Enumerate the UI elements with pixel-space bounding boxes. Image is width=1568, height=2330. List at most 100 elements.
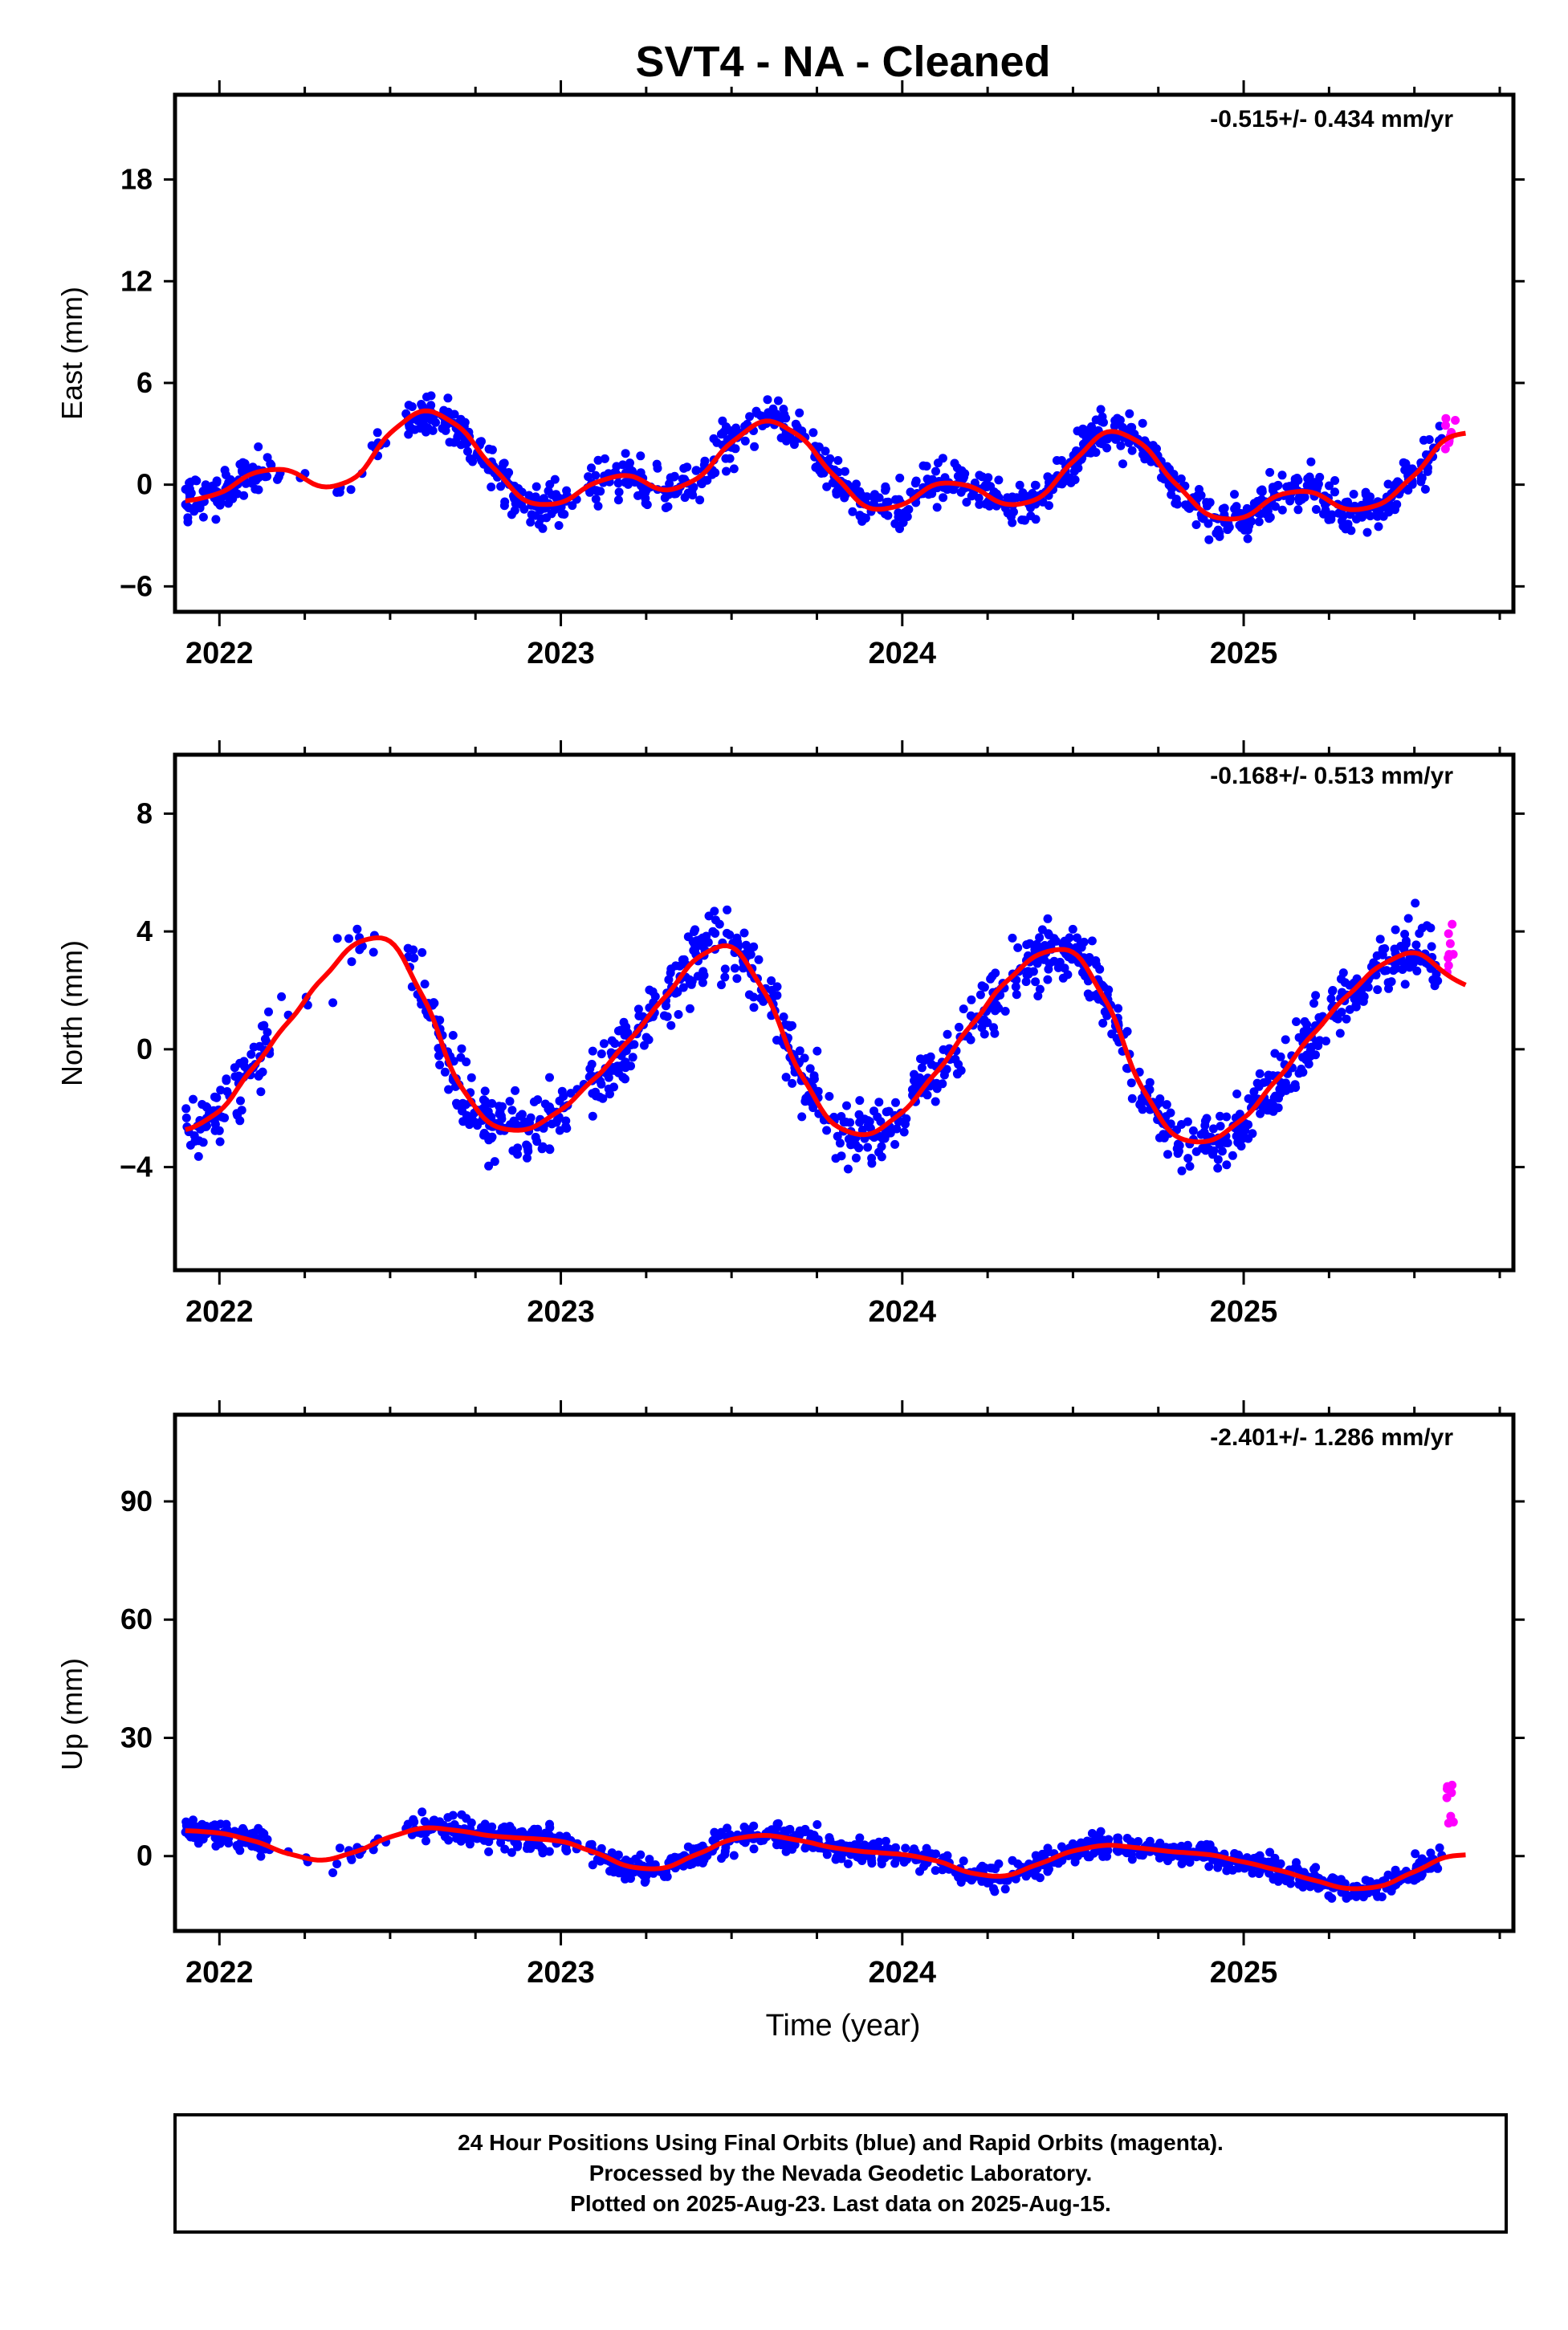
east-point — [795, 408, 804, 418]
north-point — [1281, 1035, 1290, 1045]
north-point — [1163, 1150, 1172, 1159]
north-point — [1422, 921, 1432, 931]
east-point — [1070, 475, 1080, 484]
north-point — [509, 1116, 519, 1126]
north-point — [926, 1052, 935, 1061]
north-point — [639, 1041, 649, 1050]
north-point — [1025, 939, 1035, 948]
up-point — [555, 1831, 564, 1841]
east-y-tick-label: 12 — [120, 264, 153, 297]
east-point — [417, 414, 426, 424]
up-y-axis-label: Up (mm) — [55, 1658, 88, 1770]
east-point — [526, 517, 536, 527]
north-point — [1249, 1087, 1259, 1097]
north-point — [1256, 1109, 1265, 1118]
north-point — [1183, 1154, 1193, 1163]
east-point — [857, 491, 866, 500]
east-point — [531, 482, 541, 491]
north-rapid-points — [1442, 919, 1458, 977]
up-point — [729, 1851, 739, 1860]
north-point — [979, 1029, 989, 1039]
east-point — [869, 499, 878, 508]
east-point — [1325, 481, 1334, 491]
east-point — [1346, 510, 1355, 519]
north-plot-frame — [173, 752, 1516, 1273]
up-point — [1092, 1835, 1102, 1844]
east-point — [1138, 450, 1147, 459]
east-point — [716, 430, 726, 439]
north-point — [725, 930, 735, 939]
north-point — [874, 1147, 883, 1157]
east-point — [910, 479, 920, 488]
east-point — [745, 412, 755, 422]
north-rapid-point — [1445, 939, 1455, 948]
east-point — [1087, 422, 1096, 431]
north-point — [1040, 941, 1049, 950]
north-point — [417, 947, 427, 957]
east-point — [660, 493, 670, 503]
north-point — [902, 1114, 911, 1123]
north-x-tick-label: 2023 — [527, 1295, 595, 1329]
up-y-tick-label: 30 — [120, 1721, 153, 1754]
up-point — [500, 1844, 510, 1854]
up-point — [1248, 1868, 1257, 1878]
east-fit-line — [185, 408, 1466, 522]
up-point — [1134, 1837, 1143, 1846]
east-point — [927, 489, 937, 499]
north-point — [1276, 1052, 1285, 1061]
east-point — [568, 501, 577, 511]
east-point — [1265, 467, 1275, 477]
north-point — [732, 974, 742, 984]
east-point — [545, 479, 555, 489]
east-point — [1230, 490, 1239, 499]
east-point — [1300, 492, 1309, 502]
east-point — [1204, 535, 1214, 544]
north-y-tick-label: 4 — [136, 914, 153, 947]
north-point — [890, 1139, 900, 1149]
north-point — [835, 1139, 845, 1148]
east-point — [190, 475, 200, 485]
up-point — [347, 1855, 356, 1864]
north-point — [674, 1010, 683, 1019]
east-point — [1191, 520, 1201, 529]
north-point — [1244, 1094, 1253, 1103]
north-point — [845, 1135, 855, 1145]
east-point — [1157, 473, 1166, 483]
north-point — [597, 1049, 606, 1059]
north-point — [854, 1143, 864, 1153]
north-point — [979, 1016, 989, 1025]
north-point — [1430, 981, 1440, 991]
north-point — [1159, 1133, 1169, 1143]
east-point — [1302, 481, 1312, 491]
east-point — [507, 510, 516, 519]
north-point — [1216, 1111, 1224, 1121]
east-point — [994, 475, 1004, 485]
north-point — [189, 1094, 198, 1104]
east-point — [975, 499, 984, 509]
up-point — [1415, 1858, 1424, 1868]
up-point — [422, 1836, 430, 1846]
north-point — [704, 911, 714, 921]
north-point — [561, 1116, 571, 1126]
east-point — [763, 395, 772, 405]
north-point — [690, 939, 700, 949]
north-point — [1309, 999, 1318, 1008]
east-point — [618, 460, 628, 470]
up-point — [1281, 1873, 1289, 1883]
east-point — [895, 473, 905, 483]
north-point — [1378, 950, 1387, 959]
north-point — [882, 1107, 891, 1117]
up-point — [465, 1837, 474, 1846]
north-point — [452, 1098, 461, 1108]
north-point — [1315, 1012, 1325, 1022]
north-point — [1126, 1078, 1136, 1088]
east-point — [456, 440, 466, 450]
east-point — [683, 488, 693, 498]
north-point — [698, 967, 708, 976]
north-point — [480, 1097, 490, 1106]
north-point — [746, 950, 755, 959]
north-point — [1073, 933, 1081, 943]
north-point — [256, 1087, 266, 1097]
north-y-tick-label: 8 — [136, 796, 153, 829]
